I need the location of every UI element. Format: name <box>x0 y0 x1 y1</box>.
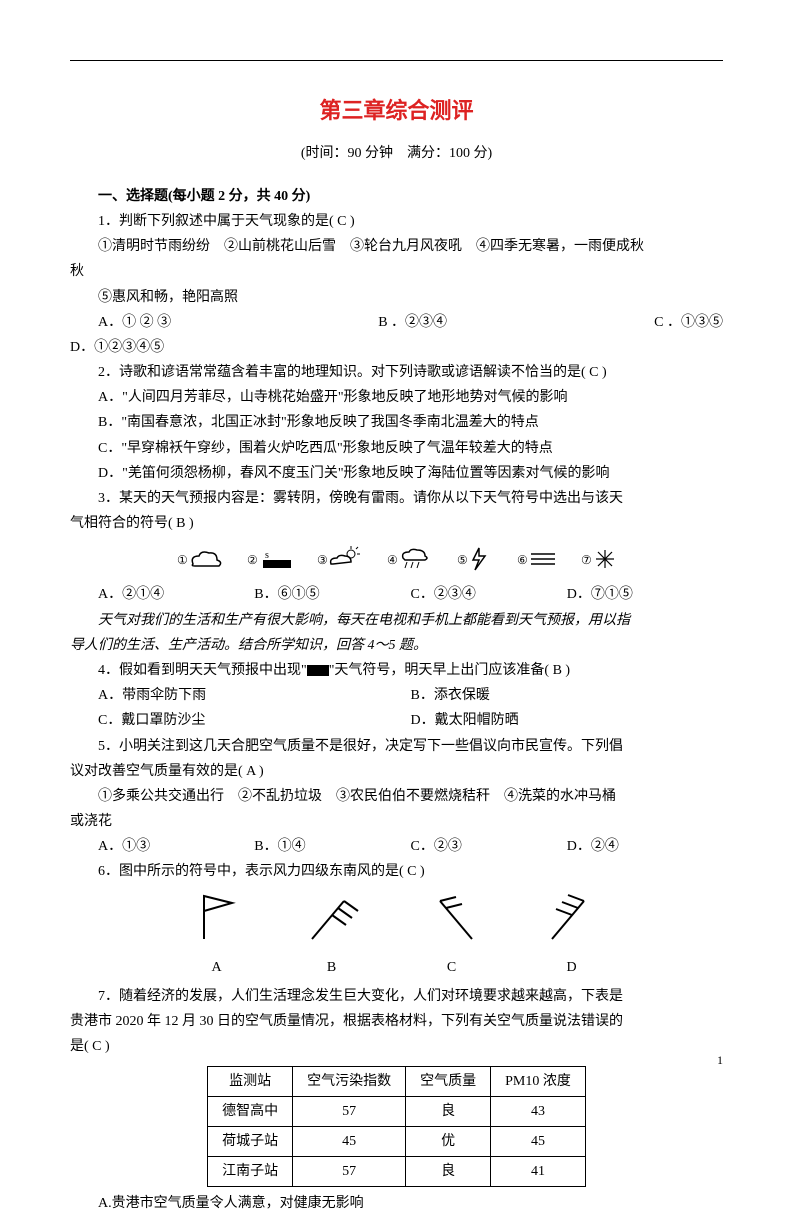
intro45-l1: 天气对我们的生活和生产有很大影响，每天在电视和手机上都能看到天气预报，用以指 <box>70 608 723 633</box>
page: 第三章综合测评 (时间：90 分钟 满分：100 分) 一、选择题(每小题 2 … <box>0 0 793 1122</box>
section-1-head: 一、选择题(每小题 2 分，共 40 分) <box>70 184 723 209</box>
svg-text:④: ④ <box>387 553 398 567</box>
svg-text:①: ① <box>177 553 188 567</box>
svg-text:⑦: ⑦ <box>581 553 592 567</box>
q5-optC: C．②③ <box>411 834 567 859</box>
q1-optC: C ．①③⑤ <box>654 310 723 335</box>
svg-text:⑥: ⑥ <box>517 553 528 567</box>
wind-icon-c-wrap: C <box>422 891 482 980</box>
cell: 优 <box>406 1126 491 1156</box>
q4-opts2: C．戴口罩防沙尘 D．戴太阳帽防晒 <box>70 708 723 733</box>
q6-icons: A B C D <box>70 891 723 980</box>
top-rule <box>70 60 723 61</box>
doc-title: 第三章综合测评 <box>70 91 723 131</box>
wind-icon-c <box>422 891 482 946</box>
q2-b: B．"南国春意浓，北国正冰封"形象地反映了我国冬季南北温差大的特点 <box>70 410 723 435</box>
q5-optA: A．①③ <box>98 834 254 859</box>
q1-optD: D．①②③④⑤ <box>70 335 723 360</box>
wind-icon-b-wrap: B <box>302 891 362 980</box>
q3-stem2: 气相符合的符号( B ) <box>70 511 723 536</box>
wind-icon-a <box>192 891 242 946</box>
wind-label-a: A <box>192 955 242 980</box>
wind-label-c: C <box>422 955 482 980</box>
q7-l2: 贵港市 2020 年 12 月 30 日的空气质量情况，根据表格材料，下列有关空… <box>70 1009 723 1034</box>
doc-subtitle: (时间：90 分钟 满分：100 分) <box>70 141 723 166</box>
svg-text:③: ③ <box>317 553 328 567</box>
svg-text:⑤: ⑤ <box>457 553 468 567</box>
cell: 良 <box>406 1157 491 1187</box>
q4-stem-post: "天气符号，明天早上出门应该准备( B ) <box>329 663 570 678</box>
th-pm10: PM10 浓度 <box>491 1066 586 1096</box>
q2-c: C．"早穿棉袄午穿纱，围着火炉吃西瓜"形象地反映了气温年较差大的特点 <box>70 436 723 461</box>
q3-icons: ① ② s ③ ④ ⑤ <box>70 544 723 574</box>
q1-stem: 1．判断下列叙述中属于天气现象的是( C ) <box>70 209 723 234</box>
q5-stem2: 议对改善空气质量有效的是( A ) <box>70 759 723 784</box>
q4-optC: C．戴口罩防沙尘 <box>98 708 411 733</box>
table-row: 荷城子站 45 优 45 <box>208 1126 586 1156</box>
weather-symbol-box-icon <box>307 665 329 676</box>
q1-opts: A．① ② ③ B ．②③④ C ．①③⑤ <box>70 310 723 335</box>
q3-optD: D．⑦①⑤ <box>567 582 723 607</box>
q4-opts1: A．带雨伞防下雨 B．添衣保暖 <box>70 683 723 708</box>
q2-stem: 2．诗歌和谚语常常蕴含着丰富的地理知识。对下列诗歌或谚语解读不恰当的是( C ) <box>70 360 723 385</box>
q2-d: D．"羌笛何须怨杨柳，春风不度玉门关"形象地反映了海陆位置等因素对气候的影响 <box>70 461 723 486</box>
q2-a: A．"人间四月芳菲尽，山寺桃花始盛开"形象地反映了地形地势对气候的影响 <box>70 385 723 410</box>
weather-icon-snow: ⑦ <box>579 544 619 574</box>
weather-icon-sandstorm: ② s <box>245 544 295 574</box>
table-row: 监测站 空气污染指数 空气质量 PM10 浓度 <box>208 1066 586 1096</box>
q3-stem1: 3．某天的天气预报内容是：雾转阴，傍晚有雷雨。请你从以下天气符号中选出与该天 <box>70 486 723 511</box>
cell: 45 <box>491 1126 586 1156</box>
wind-icon-b <box>302 891 362 946</box>
q7-l1: 7．随着经济的发展，人们生活理念发生巨大变化，人们对环境要求越来越高，下表是 <box>70 984 723 1009</box>
weather-icon-fog: ⑥ <box>515 544 559 574</box>
cell: 41 <box>491 1157 586 1187</box>
page-number: 1 <box>717 1050 723 1072</box>
q5-optB: B．①④ <box>254 834 410 859</box>
weather-icon-cloud: ① <box>175 544 225 574</box>
th-index: 空气污染指数 <box>293 1066 406 1096</box>
wind-label-d: D <box>542 955 602 980</box>
q3-optB: B．⑥①⑤ <box>254 582 410 607</box>
q1-items3: ⑤惠风和畅，艳阳高照 <box>70 285 723 310</box>
wind-icon-d-wrap: D <box>542 891 602 980</box>
svg-text:②: ② <box>247 553 258 567</box>
intro45-l2: 导人们的生活、生产活动。结合所学知识，回答 4～5 题。 <box>70 633 723 658</box>
wind-icon-a-wrap: A <box>192 891 242 980</box>
q1-items-cont: 秋 <box>70 259 723 284</box>
cell: 45 <box>293 1126 406 1156</box>
cell: 荷城子站 <box>208 1126 293 1156</box>
weather-icon-rain: ④ <box>385 544 435 574</box>
table-row: 江南子站 57 良 41 <box>208 1157 586 1187</box>
cell: 57 <box>293 1157 406 1187</box>
wind-icon-d <box>542 891 602 946</box>
q3-optA: A．②①④ <box>98 582 254 607</box>
q4-optD: D．戴太阳帽防晒 <box>411 708 724 733</box>
q4-stem-pre: 4．假如看到明天天气预报中出现" <box>98 663 307 678</box>
q5-optD: D．②④ <box>567 834 723 859</box>
q7-optA: A.贵港市空气质量令人满意，对健康无影响 <box>70 1191 723 1216</box>
q1-optA: A．① ② ③ <box>98 310 171 335</box>
q6-stem: 6．图中所示的符号中，表示风力四级东南风的是( C ) <box>70 859 723 884</box>
q5-items1: ①多乘公共交通出行 ②不乱扔垃圾 ③农民伯伯不要燃烧秸秆 ④洗菜的水冲马桶 <box>70 784 723 809</box>
q1-optB: B ．②③④ <box>378 310 447 335</box>
q3-opts: A．②①④ B．⑥①⑤ C．②③④ D．⑦①⑤ <box>70 582 723 607</box>
th-quality: 空气质量 <box>406 1066 491 1096</box>
weather-icon-lightning: ⑤ <box>455 544 495 574</box>
q5-items2: 或浇花 <box>70 809 723 834</box>
q3-optC: C．②③④ <box>411 582 567 607</box>
th-station: 监测站 <box>208 1066 293 1096</box>
cell: 江南子站 <box>208 1157 293 1187</box>
q7-table: 监测站 空气污染指数 空气质量 PM10 浓度 德智高中 57 良 43 荷城子… <box>207 1066 586 1188</box>
q4-stem: 4．假如看到明天天气预报中出现" "天气符号，明天早上出门应该准备( B ) <box>70 658 723 683</box>
wind-label-b: B <box>302 955 362 980</box>
q4-optA: A．带雨伞防下雨 <box>98 683 411 708</box>
q4-optB: B．添衣保暖 <box>411 683 724 708</box>
weather-icon-partly-sunny: ③ <box>315 544 365 574</box>
q7-l3: 是( C ) <box>70 1034 723 1059</box>
q1-items: ①清明时节雨纷纷 ②山前桃花山后雪 ③轮台九月风夜吼 ④四季无寒暑，一雨便成秋 <box>70 234 723 259</box>
q5-stem1: 5．小明关注到这几天合肥空气质量不是很好，决定写下一些倡议向市民宣传。下列倡 <box>70 734 723 759</box>
svg-text:s: s <box>265 550 269 561</box>
q5-opts: A．①③ B．①④ C．②③ D．②④ <box>70 834 723 859</box>
